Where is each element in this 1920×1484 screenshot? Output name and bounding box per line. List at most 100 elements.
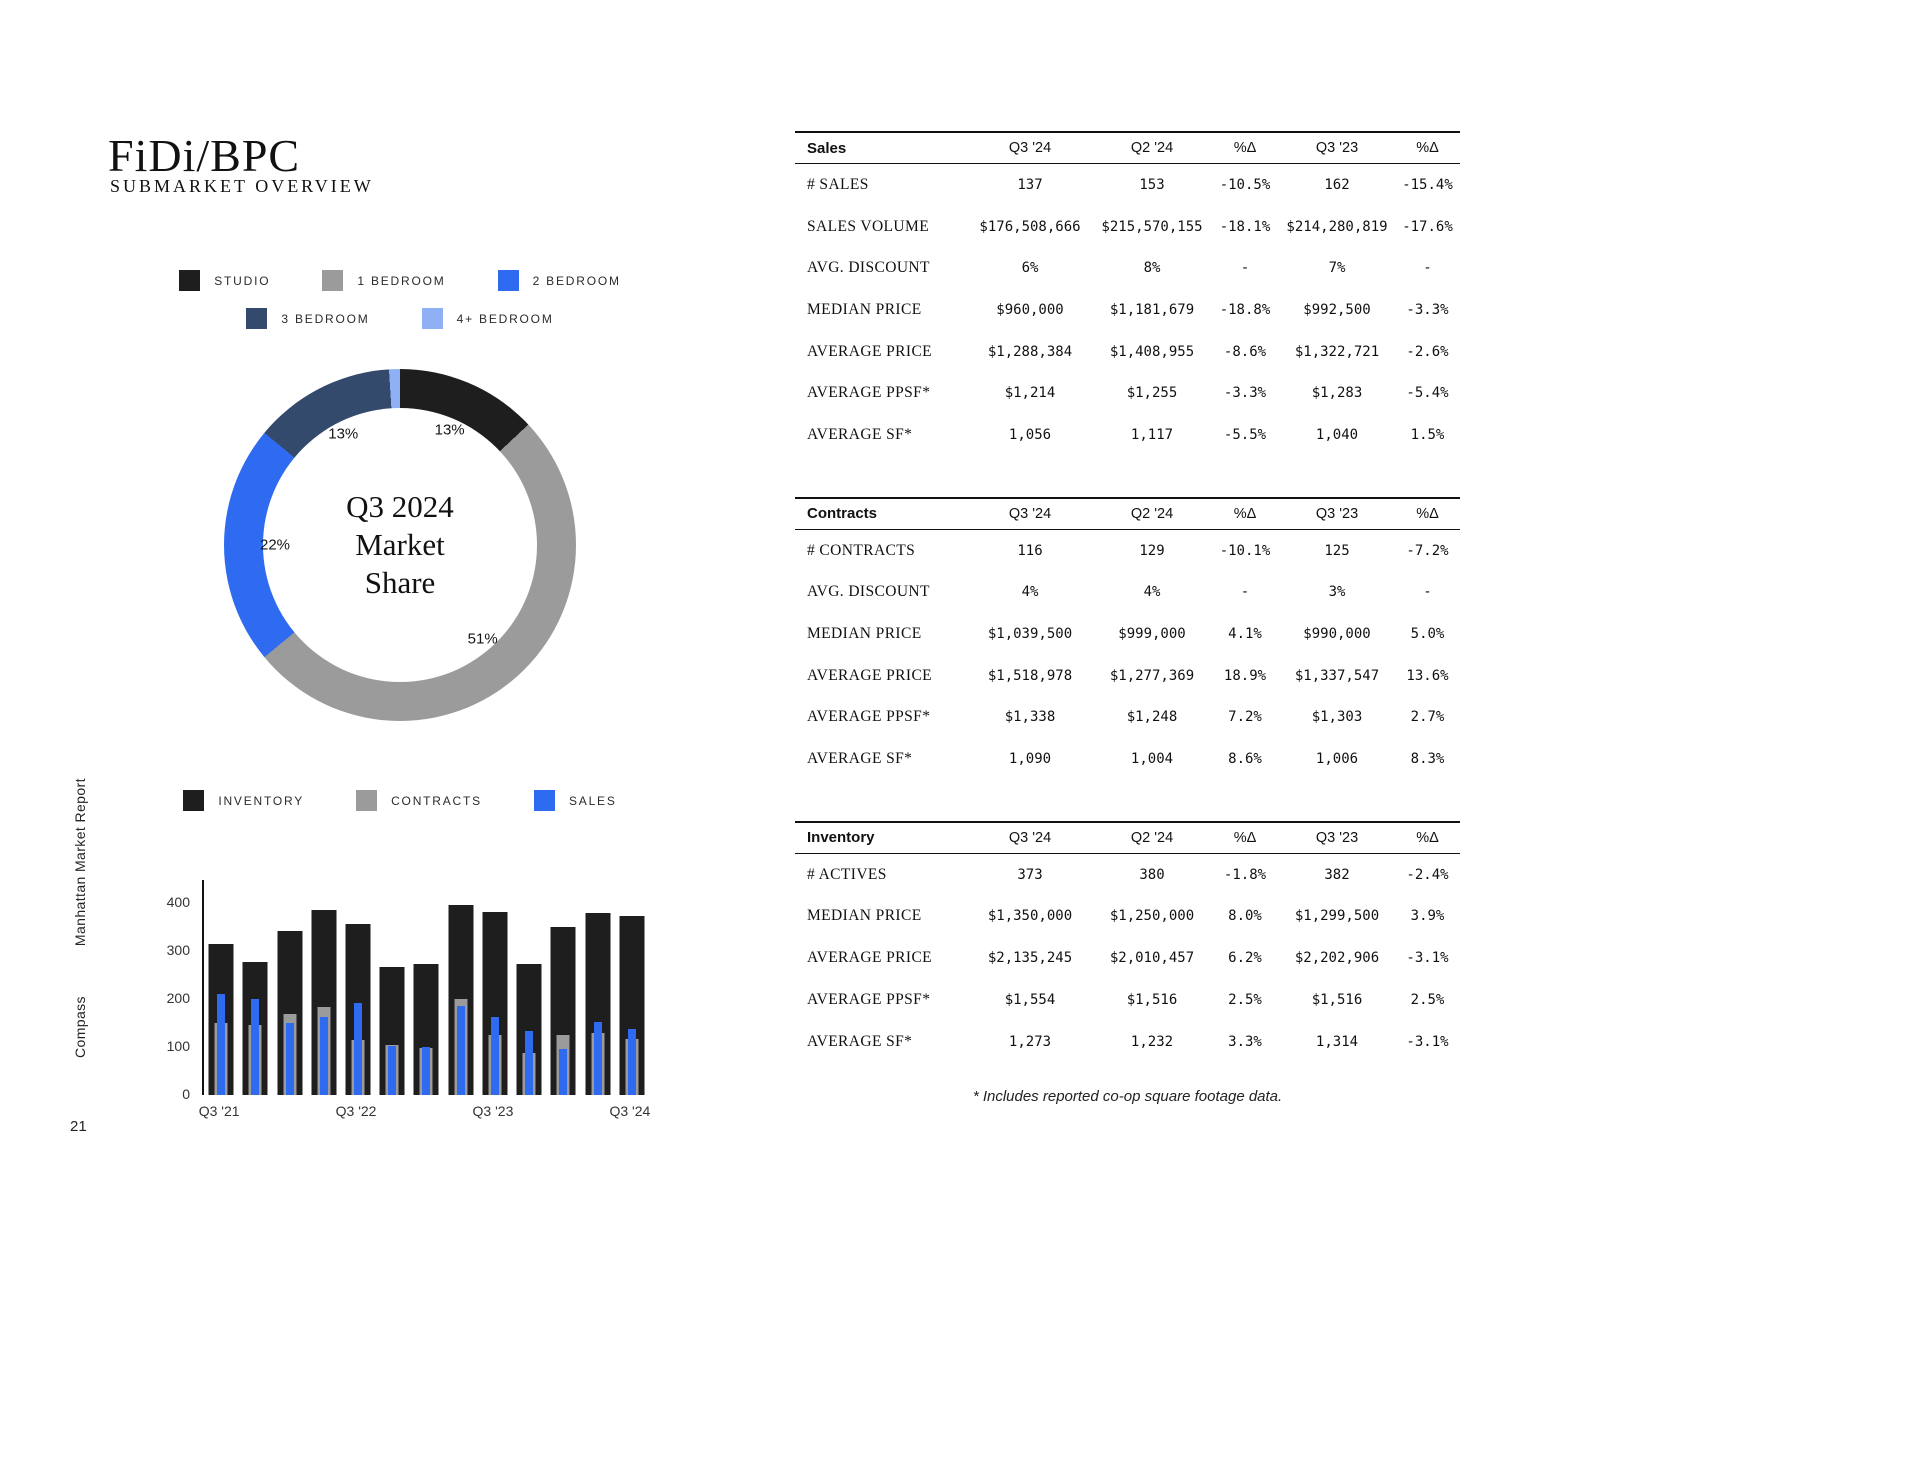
y-axis-label: 0	[182, 1086, 190, 1102]
row-label: AVG. DISCOUNT	[807, 583, 930, 601]
cell: 13.6%	[1406, 667, 1449, 684]
row-label: AVERAGE SF*	[807, 750, 913, 768]
bar-plot-area	[202, 880, 649, 1095]
bar-sales	[559, 1049, 568, 1095]
cell: 8.6%	[1228, 751, 1262, 768]
table-sales: Sales Q3 '24 Q2 '24 %Δ Q3 '23 %Δ # SALES 137 153…	[795, 131, 1460, 456]
cell: 373	[1017, 866, 1043, 883]
cell: $1,248	[1126, 709, 1178, 726]
y-axis-label: 200	[166, 990, 190, 1006]
column-header: Q3 '24	[1008, 140, 1052, 156]
cell: 129	[1139, 542, 1165, 559]
cell: 8.3%	[1410, 751, 1445, 768]
cell: 4%	[1021, 584, 1039, 601]
legend-swatch-icon	[179, 270, 201, 291]
cell: 4.1%	[1228, 626, 1262, 643]
donut-legend-row-2: 3 BEDROOM 4+ BEDROOM	[100, 308, 700, 329]
donut-center-line: Q3 2024	[346, 489, 454, 525]
row-label: # ACTIVES	[807, 865, 887, 883]
legend-swatch-icon	[421, 308, 443, 329]
legend-swatch-icon	[497, 270, 519, 291]
table-row: # ACTIVES 373 380 -1.8% 382 -2.4%	[795, 854, 1460, 896]
bar-sales	[388, 1045, 397, 1095]
bar-sales	[354, 1002, 363, 1095]
column-header: Q3 '23	[1315, 140, 1359, 156]
y-axis-label: 400	[166, 894, 190, 910]
report-name-text: Manhattan Market Report	[72, 778, 88, 947]
legend-label: STUDIO	[214, 273, 271, 288]
table-inventory: Inventory Q3 '24 Q2 '24 %Δ Q3 '23 %Δ # ACTIVES…	[795, 820, 1460, 1063]
cell: 116	[1017, 542, 1043, 559]
cell: $1,322,721	[1294, 343, 1380, 360]
bar-group	[272, 880, 306, 1095]
cell: -5.5%	[1223, 426, 1267, 443]
table-row: AVERAGE PRICE $1,518,978 $1,277,369 18.9% $1…	[795, 655, 1460, 697]
y-axis-label: 100	[166, 1038, 190, 1054]
cell: 3.3%	[1228, 1033, 1262, 1050]
legend-label: 3 BEDROOM	[281, 311, 370, 326]
market-share-donut-chart: 13% 51% 22% 13% Q3 2024 Market Share	[224, 369, 576, 721]
row-label: AVERAGE PRICE	[807, 666, 933, 684]
cell: 153	[1139, 176, 1165, 193]
cell: $214,280,819	[1286, 218, 1388, 235]
column-header: %Δ	[1233, 140, 1257, 156]
donut-percent-label: 22%	[259, 536, 291, 554]
bar-group	[341, 880, 375, 1095]
table-row: SALES VOLUME $176,508,666 $215,570,155 -18.…	[795, 206, 1460, 248]
x-axis-label: Q3 '22	[335, 1103, 377, 1119]
cell: 125	[1324, 542, 1350, 559]
legend-swatch-icon	[533, 790, 555, 811]
cell: $1,277,369	[1109, 667, 1195, 684]
table-row: AVERAGE PRICE $2,135,245 $2,010,457 6.2% $2,…	[795, 937, 1460, 979]
bar-group	[409, 880, 443, 1095]
table-title: Inventory	[807, 829, 875, 847]
cell: 382	[1324, 866, 1350, 883]
cell: 1,273	[1008, 1033, 1052, 1050]
cell: -1.8%	[1223, 866, 1267, 883]
cell: -10.5%	[1219, 176, 1271, 193]
donut-hole	[263, 408, 537, 682]
cell: 5.0%	[1410, 626, 1445, 643]
cell: -5.4%	[1406, 385, 1449, 402]
row-label: MEDIAN PRICE	[807, 907, 922, 925]
cell: -2.4%	[1406, 866, 1449, 883]
cell: $999,000	[1118, 626, 1186, 643]
cell: $2,135,245	[987, 950, 1073, 967]
column-header: Q3 '24	[1008, 829, 1052, 846]
column-header: Q3 '23	[1315, 829, 1359, 846]
cell: $1,518,978	[987, 667, 1073, 684]
cell: 1,006	[1315, 751, 1359, 768]
cell: 1.5%	[1410, 426, 1445, 443]
cell: -	[1240, 260, 1250, 277]
table-title: Sales	[807, 139, 847, 157]
bar-group	[375, 880, 409, 1095]
cell: 2.7%	[1410, 709, 1445, 726]
cell: -3.3%	[1223, 385, 1267, 402]
cell: -18.1%	[1219, 218, 1271, 235]
cell: 2.5%	[1228, 991, 1262, 1008]
cell: $1,516	[1126, 991, 1178, 1008]
table-title: Contracts	[807, 505, 878, 523]
table-header: Inventory Q3 '24 Q2 '24 %Δ Q3 '23 %Δ	[795, 820, 1460, 854]
cell: $1,299,500	[1294, 908, 1380, 925]
legend-label: SALES	[568, 793, 617, 808]
column-header: Q2 '24	[1130, 829, 1174, 846]
legend-label: 4+ BEDROOM	[456, 311, 554, 326]
column-header: %Δ	[1416, 140, 1439, 156]
cell: 18.9%	[1223, 667, 1267, 684]
cell: 1,090	[1008, 751, 1052, 768]
cell: -3.1%	[1406, 950, 1449, 967]
donut-legend-row-1: STUDIO 1 BEDROOM 2 BEDROOM	[100, 270, 700, 291]
cell: $2,202,906	[1294, 950, 1380, 967]
table-row: AVERAGE SF* 1,273 1,232 3.3% 1,314 -3.1%	[795, 1021, 1460, 1063]
table-row: # SALES 137 153 -10.5% 162 -15.4%	[795, 164, 1460, 206]
legend-swatch-icon	[356, 790, 378, 811]
cell: -15.4%	[1402, 176, 1453, 193]
cell: $1,250,000	[1109, 908, 1195, 925]
cell: -7.2%	[1406, 542, 1449, 559]
legend-item: 4+ BEDROOM	[421, 308, 554, 329]
cell: $1,303	[1311, 709, 1363, 726]
legend-item: 1 BEDROOM	[322, 270, 445, 291]
legend-item: CONTRACTS	[356, 790, 482, 811]
donut-center-label: Q3 2024 Market Share	[224, 369, 576, 721]
